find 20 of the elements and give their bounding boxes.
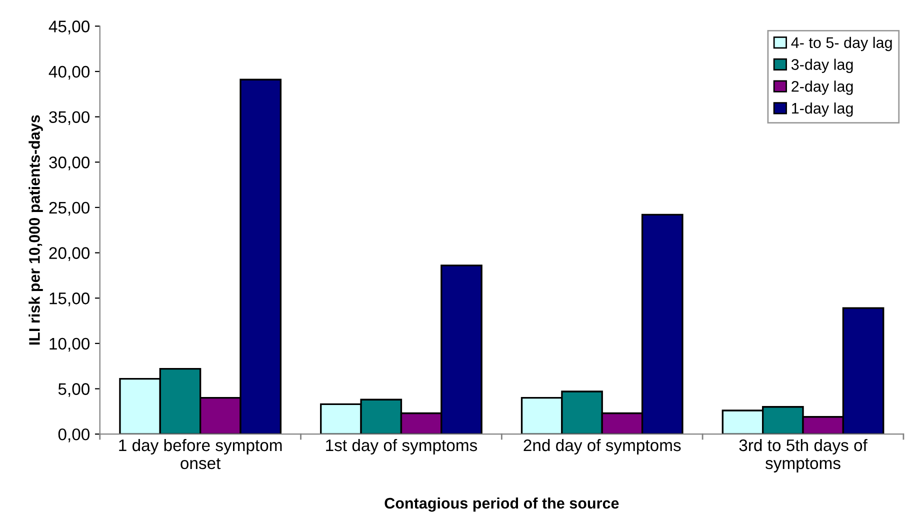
y-tick-label: 5,00 bbox=[58, 383, 90, 397]
y-tick-label: 25,00 bbox=[49, 202, 90, 216]
y-tick-label: 15,00 bbox=[50, 292, 90, 306]
y-tick-label: 40,00 bbox=[48, 66, 90, 80]
legend-label: 3-day lag bbox=[791, 58, 853, 73]
y-tick-label: 0,00 bbox=[58, 428, 90, 442]
legend-label: 4- to 5- day lag bbox=[791, 36, 892, 52]
y-tick-label: 30,00 bbox=[49, 156, 90, 170]
y-tick-label: 35,00 bbox=[49, 111, 90, 125]
y-tick-label: 10,00 bbox=[50, 338, 90, 352]
x-tick-label: 3rd to 5th days of symptoms bbox=[739, 438, 868, 472]
x-axis-title: Contagious period of the source bbox=[384, 497, 619, 512]
y-tick-label: 20,00 bbox=[49, 247, 90, 261]
y-axis-title: ILI risk per 10,000 patients-days bbox=[28, 115, 43, 345]
y-tick-label: 45,00 bbox=[48, 20, 90, 34]
legend-label: 1-day lag bbox=[792, 102, 853, 117]
x-tick-label: 2nd day of symptoms bbox=[524, 438, 681, 454]
x-tick-label: 1 day before symptom onset bbox=[119, 438, 282, 470]
legend-label: 2-day lag bbox=[792, 80, 853, 95]
x-tick-label: 1st day of symptoms bbox=[326, 438, 478, 454]
